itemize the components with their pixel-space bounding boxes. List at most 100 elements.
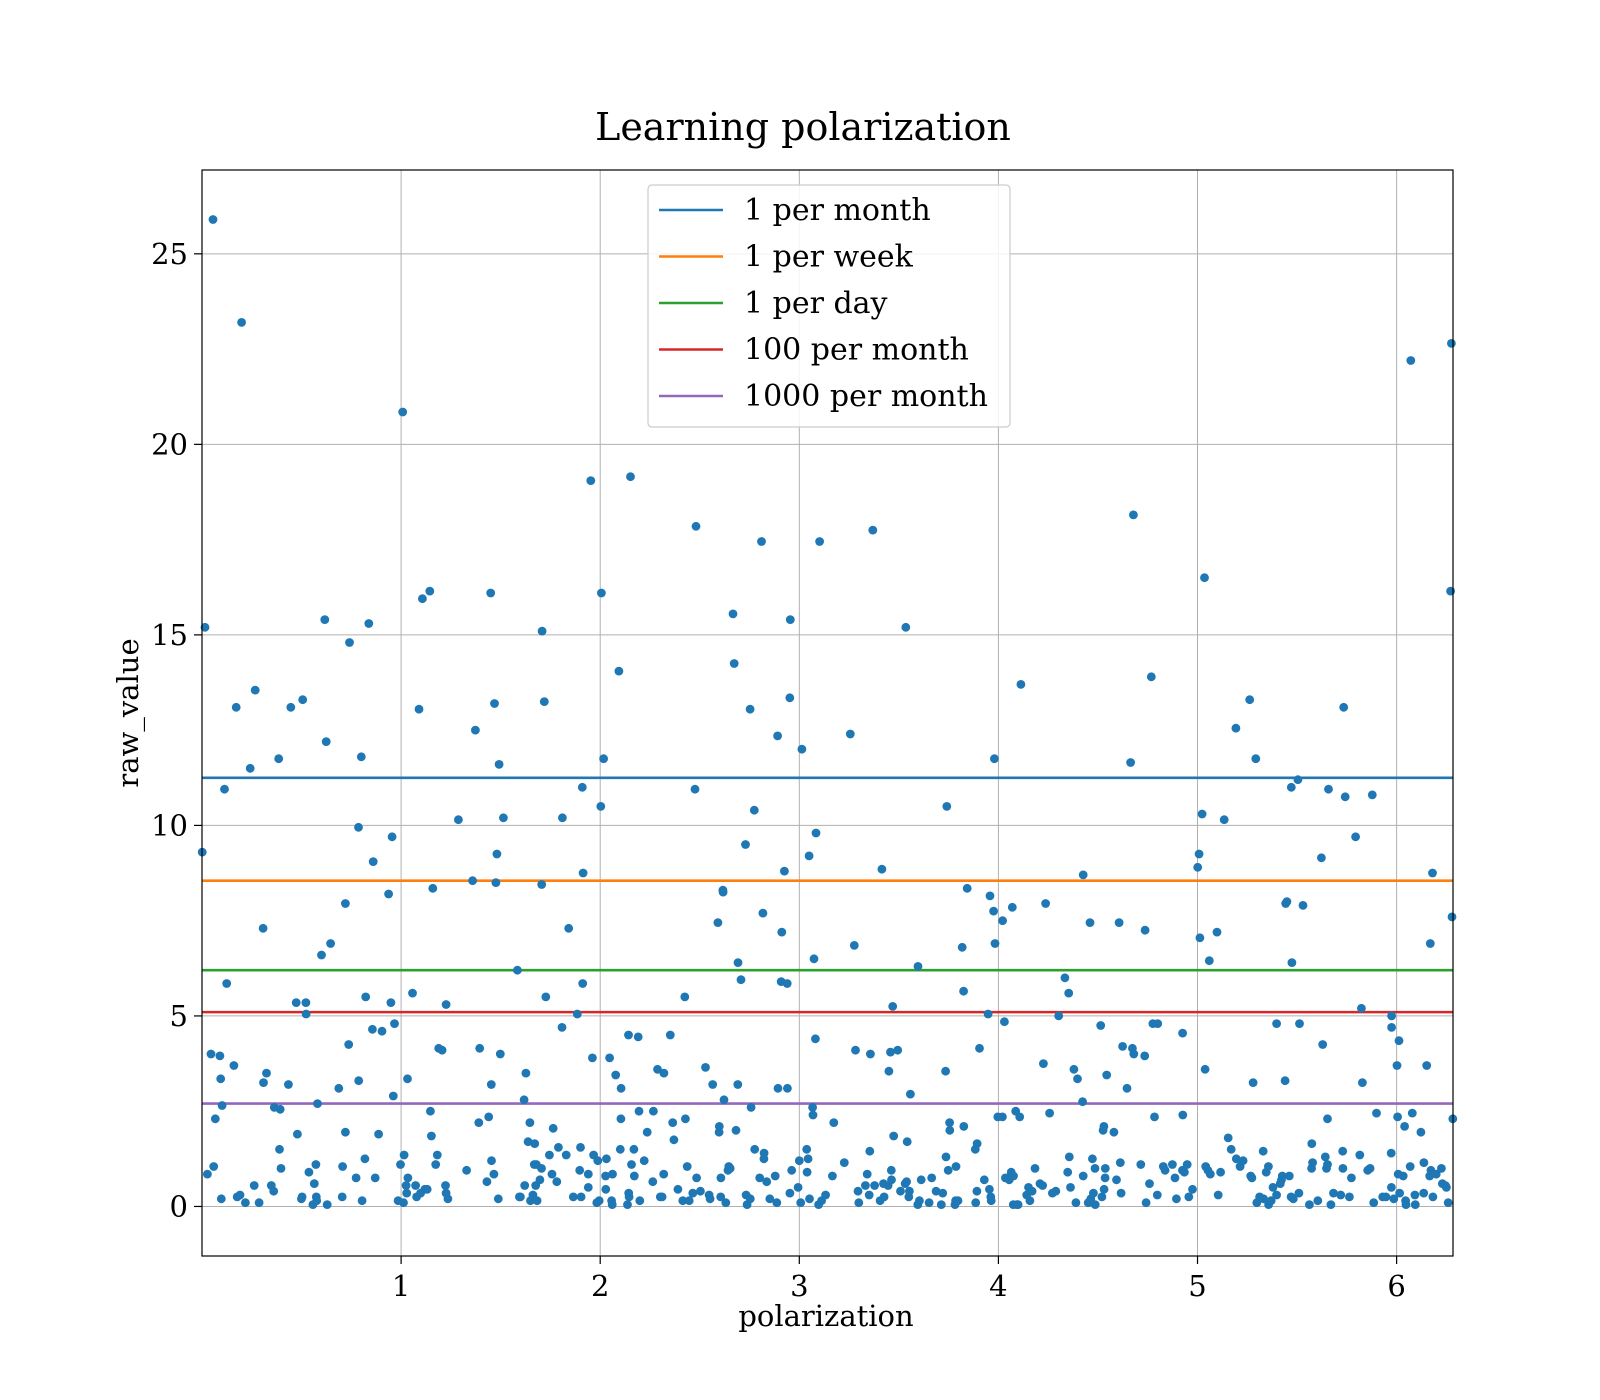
x-tick-label: 3 [790, 1269, 808, 1303]
scatter-point [216, 1074, 226, 1084]
scatter-point [431, 1160, 441, 1169]
scatter-point [291, 998, 301, 1007]
scatter-point [1386, 1148, 1396, 1158]
scatter-point [1369, 1198, 1379, 1208]
scatter-point [1090, 1200, 1100, 1209]
scatter-point [1078, 870, 1088, 880]
x-tick-label: 5 [1188, 1269, 1206, 1303]
scatter-point [1425, 939, 1435, 948]
scatter-point [351, 1173, 361, 1183]
scatter-point [1428, 1192, 1438, 1202]
scatter-point [839, 1158, 849, 1167]
scatter-point [1122, 1083, 1132, 1093]
scatter-point [901, 622, 911, 632]
scatter-point [1338, 1164, 1348, 1173]
scatter-point [931, 1186, 941, 1196]
scatter-point [368, 1024, 377, 1034]
scatter-point [745, 704, 755, 714]
scatter-point [772, 1198, 782, 1208]
scatter-point [1063, 1167, 1073, 1177]
scatter-point [716, 1192, 726, 1202]
scatter-point [1320, 1152, 1330, 1162]
scatter-point [1323, 1160, 1332, 1169]
scatter-point [611, 1070, 621, 1080]
scatter-point [474, 1118, 484, 1127]
scatter-point [866, 1049, 875, 1059]
scatter-point [432, 1150, 442, 1160]
scatter-point [1060, 973, 1070, 983]
scatter-point [1089, 1188, 1098, 1198]
scatter-point [864, 1190, 874, 1200]
scatter-point [250, 685, 260, 695]
scatter-point [484, 1112, 494, 1122]
scatter-point [913, 962, 923, 971]
scatter-point [1347, 1173, 1356, 1183]
scatter-point [629, 1171, 639, 1181]
scatter-point [1000, 1017, 1009, 1027]
scatter-point [1219, 815, 1229, 825]
scatter-point [1400, 1122, 1409, 1131]
scatter-point [673, 1184, 683, 1194]
scatter-point [808, 1110, 818, 1120]
scatter-point [648, 1177, 658, 1187]
legend-box [647, 184, 1011, 428]
scatter-point [975, 1043, 984, 1053]
y-axis-label: raw_value [111, 638, 146, 787]
scatter-point [220, 784, 229, 794]
scatter-point [344, 1040, 354, 1049]
scatter-point [521, 1068, 531, 1078]
scatter-point [692, 1173, 701, 1183]
scatter-point [1204, 956, 1214, 966]
scatter-point [1238, 1156, 1248, 1166]
scatter-point [601, 1184, 611, 1194]
scatter-point [1200, 1064, 1210, 1074]
scatter-point [491, 878, 501, 887]
legend: 1 per month 1 per week 1 per day 100 per mo… [647, 184, 1011, 428]
scatter-point [1039, 1059, 1048, 1068]
scatter-point [1182, 1160, 1192, 1169]
scatter-point [425, 586, 435, 596]
scatter-point [293, 1129, 302, 1139]
scatter-point [749, 805, 759, 815]
scatter-point [1150, 1112, 1159, 1122]
scatter-point [696, 1186, 705, 1196]
scatter-point [475, 1043, 485, 1053]
scatter-point [729, 659, 739, 668]
scatter-point [678, 1196, 688, 1206]
scatter-point [1266, 1196, 1276, 1206]
scatter-point [1308, 1158, 1317, 1167]
scatter-point [1258, 1146, 1268, 1156]
scatter-point [971, 1198, 981, 1208]
scatter-point [1109, 1127, 1119, 1137]
scatter-point [311, 1160, 321, 1169]
scatter-point [408, 988, 417, 998]
x-tick-label: 1 [392, 1269, 410, 1303]
scatter-point [259, 1078, 268, 1087]
scatter-point [888, 1002, 898, 1011]
legend-label: 1 per day [744, 286, 888, 321]
scatter-point [642, 1127, 652, 1137]
scatter-point [853, 1186, 863, 1196]
scatter-point [721, 1198, 731, 1208]
scatter-point [1114, 918, 1124, 927]
scatter-point [938, 1188, 948, 1198]
scatter-point [1406, 356, 1416, 365]
scatter-point [1153, 1019, 1163, 1028]
y-tick-label: 15 [151, 618, 188, 652]
scatter-point [1264, 1162, 1273, 1171]
scatter-point [537, 1164, 546, 1173]
scatter-point [209, 1162, 219, 1171]
scatter-point [1195, 933, 1205, 943]
scatter-point [665, 1030, 675, 1040]
scatter-point [1038, 1181, 1047, 1190]
scatter-point [902, 1177, 911, 1187]
scatter-point [718, 887, 728, 897]
scatter-point [443, 1194, 453, 1204]
scatter-point [468, 876, 477, 886]
scatter-point [657, 1192, 667, 1202]
scatter-point [490, 699, 499, 708]
scatter-point [313, 1099, 322, 1108]
scatter-point [782, 979, 792, 988]
scatter-point [1099, 1184, 1109, 1194]
scatter-point [1416, 1127, 1426, 1137]
